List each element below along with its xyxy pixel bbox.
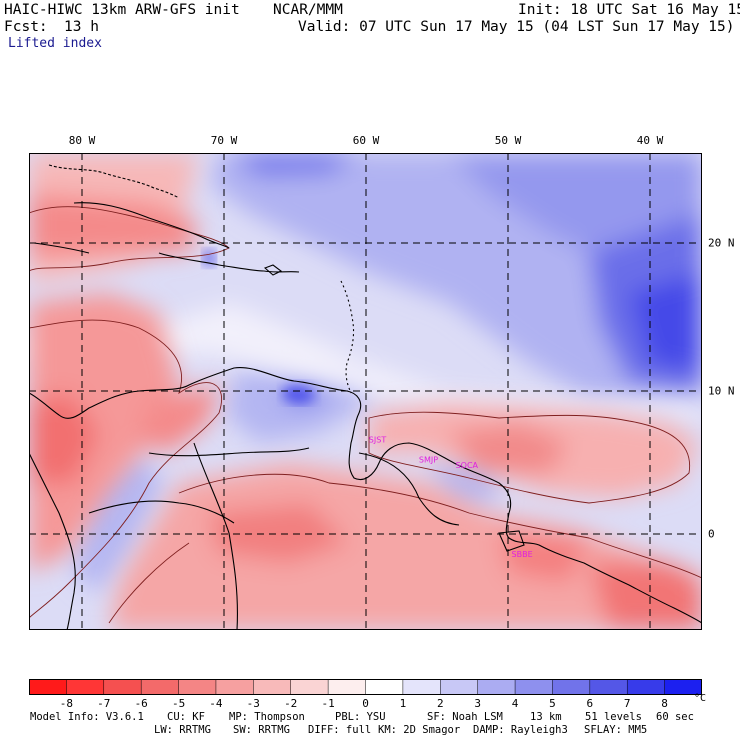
colorbar-cell bbox=[626, 679, 666, 695]
footer-lw: LW: RRTMG bbox=[154, 724, 211, 736]
colorbar-cell bbox=[402, 679, 442, 695]
forecast-hour: 13 h bbox=[64, 19, 99, 35]
footer-mp: MP: Thompson bbox=[229, 711, 305, 723]
colorbar-level-label: 1 bbox=[399, 697, 407, 710]
colorbar bbox=[29, 679, 702, 695]
coastlines bbox=[29, 164, 702, 630]
footer-cu: CU: KF bbox=[167, 711, 205, 723]
colorbar-level-label: -6 bbox=[134, 697, 148, 710]
lat-lon-grid bbox=[29, 153, 702, 630]
unstable-regions bbox=[29, 153, 702, 630]
lon-label-80w: 80 W bbox=[68, 134, 96, 147]
footer-sflay: SFLAY: MM5 bbox=[584, 724, 648, 736]
colorbar-cell bbox=[365, 679, 404, 695]
colorbar-cell bbox=[440, 679, 479, 695]
colorbar-level-label: -1 bbox=[321, 697, 335, 710]
colorbar-level-label: -3 bbox=[246, 697, 260, 710]
lat-label-20n: 20 N bbox=[708, 236, 735, 250]
footer-timestep: 60 sec bbox=[656, 711, 694, 723]
field-name: Lifted index bbox=[8, 36, 102, 51]
colorbar-cell bbox=[290, 679, 329, 695]
footer-model-info: Model Info: V3.6.1 bbox=[30, 711, 144, 723]
colorbar-level-label: 4 bbox=[511, 697, 519, 710]
footer-levels: 51 levels bbox=[585, 711, 642, 723]
colorbar-cell bbox=[66, 679, 105, 695]
footer-pbl: PBL: YSU bbox=[335, 711, 386, 723]
station-label: SMJP bbox=[419, 455, 438, 464]
colorbar-cell bbox=[178, 679, 217, 695]
lon-label-70w: 70 W bbox=[210, 134, 238, 147]
colorbar-level-label: 6 bbox=[586, 697, 594, 710]
colorbar-cell bbox=[29, 679, 68, 695]
colorbar-level-label: 2 bbox=[436, 697, 444, 710]
colorbar-unit: °C bbox=[693, 693, 707, 704]
colorbar-cell bbox=[514, 679, 554, 695]
colorbar-cell bbox=[477, 679, 516, 695]
colorbar-level-label: 8 bbox=[661, 697, 668, 710]
colorbar-level-label: -2 bbox=[284, 697, 298, 710]
footer-diff: DIFF: full bbox=[308, 724, 372, 736]
colorbar-level-label: 5 bbox=[549, 697, 556, 710]
colorbar-cell bbox=[552, 679, 591, 695]
lon-label-40w: 40 W bbox=[636, 134, 664, 147]
footer-damp: DAMP: Rayleigh3 bbox=[473, 724, 568, 736]
colorbar-cell bbox=[589, 679, 628, 695]
colorbar-cell bbox=[664, 679, 702, 695]
map-frame bbox=[29, 153, 702, 630]
valid-time: Valid: 07 UTC Sun 17 May 15 (04 LST Sun … bbox=[298, 19, 735, 35]
station-label: SBBE bbox=[512, 550, 533, 559]
colorbar-level-label: 0 bbox=[362, 697, 369, 710]
footer-sf: SF: Noah LSM bbox=[427, 711, 503, 723]
colorbar-level-label: 7 bbox=[623, 697, 631, 710]
station-label: SJST bbox=[369, 435, 387, 444]
org-label: NCAR/MMM bbox=[273, 2, 343, 18]
init-time: Init: 18 UTC Sat 16 May 15 bbox=[518, 2, 740, 18]
colorbar-cell bbox=[253, 679, 292, 695]
colorbar-cell bbox=[215, 679, 255, 695]
lat-label-0: 0 bbox=[708, 527, 715, 541]
colorbar-cell bbox=[327, 679, 367, 695]
colorbar-cell bbox=[140, 679, 180, 695]
model-title: HAIC-HIWC 13km ARW-GFS init bbox=[4, 2, 240, 18]
colorbar-cell bbox=[103, 679, 142, 695]
colorbar-level-label: -7 bbox=[97, 697, 111, 710]
neutral-band bbox=[29, 303, 702, 418]
lifted-index-map: SJST SMJP SOCA SBBE bbox=[29, 153, 702, 630]
lat-label-10n: 10 N bbox=[708, 384, 735, 398]
footer-km: KM: 2D Smagor bbox=[378, 724, 461, 736]
colorbar-level-label: -5 bbox=[171, 697, 186, 710]
colorbar-level-label: -4 bbox=[209, 697, 223, 710]
colorbar-level-label: -8 bbox=[59, 697, 74, 710]
lon-label-60w: 60 W bbox=[352, 134, 380, 147]
footer-res: 13 km bbox=[530, 711, 562, 723]
station-label: SOCA bbox=[456, 461, 479, 470]
colorbar-level-label: 3 bbox=[474, 697, 481, 710]
lon-label-50w: 50 W bbox=[494, 134, 522, 147]
footer-sw: SW: RRTMG bbox=[233, 724, 290, 736]
station-markers: SJST SMJP SOCA SBBE bbox=[369, 435, 533, 559]
forecast-label: Fcst: bbox=[4, 19, 48, 35]
